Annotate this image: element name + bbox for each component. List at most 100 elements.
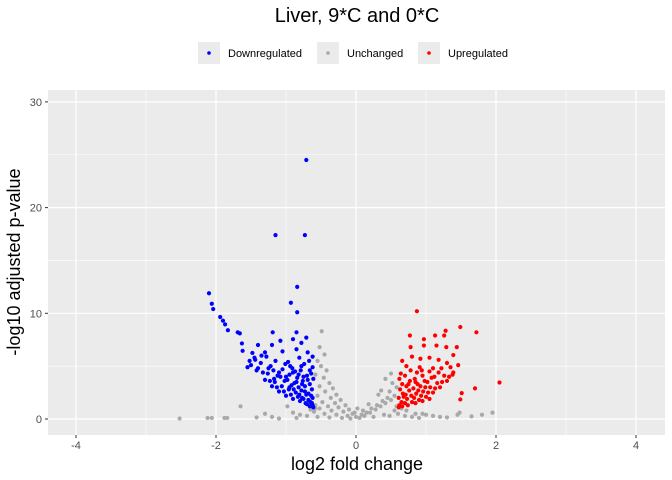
point-unchanged (380, 398, 385, 404)
point-upregulated (436, 370, 441, 375)
point-downregulated (250, 350, 255, 356)
point-upregulated (451, 352, 456, 358)
point-upregulated (398, 387, 403, 392)
legend-item-unchanged: Unchanged (317, 42, 403, 64)
point-upregulated (401, 394, 406, 399)
point-upregulated (406, 382, 411, 387)
point-unchanged (327, 415, 332, 420)
point-unchanged (319, 329, 324, 334)
point-unchanged (392, 393, 397, 398)
point-unchanged (334, 392, 339, 397)
point-upregulated (414, 309, 419, 314)
point-downregulated (299, 340, 304, 345)
grid (48, 90, 665, 435)
point-downregulated (304, 392, 309, 397)
y-axis-label: -log10 adjusted p-value (4, 168, 24, 355)
point-unchanged (318, 364, 324, 369)
point-downregulated (309, 393, 314, 398)
legend-label: Unchanged (347, 48, 403, 60)
point-upregulated (416, 388, 421, 393)
point-downregulated (272, 379, 277, 385)
point-downregulated (288, 300, 293, 305)
point-upregulated (435, 380, 440, 386)
point-upregulated (421, 389, 426, 394)
point-downregulated (304, 373, 310, 378)
point-upregulated (423, 394, 429, 399)
point-downregulated (294, 379, 299, 385)
point-unchanged (313, 372, 318, 377)
point-upregulated (414, 370, 419, 375)
point-upregulated (419, 368, 424, 373)
legend: Downregulated Unchanged Upregulated (198, 42, 508, 64)
point-downregulated (276, 389, 282, 394)
point-upregulated (426, 390, 431, 395)
point-downregulated (299, 364, 304, 369)
point-unchanged (317, 406, 322, 411)
point-downregulated (223, 322, 228, 327)
x-tick-label: 2 (493, 440, 499, 452)
point-downregulated (275, 373, 280, 378)
point-upregulated (442, 333, 447, 338)
point-downregulated (247, 358, 252, 363)
point-upregulated (437, 385, 443, 390)
point-downregulated (288, 364, 293, 369)
point-unchanged (330, 386, 335, 391)
point-unchanged (373, 407, 378, 412)
point-downregulated (296, 372, 301, 377)
point-unchanged (345, 413, 350, 418)
point-upregulated (430, 366, 436, 371)
point-unchanged (315, 358, 320, 363)
point-unchanged (409, 414, 415, 419)
point-unchanged (366, 402, 371, 407)
point-upregulated (474, 330, 479, 335)
point-downregulated (269, 342, 275, 348)
point-upregulated (433, 333, 438, 338)
point-unchanged (479, 412, 485, 417)
point-upregulated (396, 395, 401, 400)
point-downregulated (309, 387, 314, 392)
point-upregulated (458, 324, 463, 330)
point-downregulated (278, 338, 283, 343)
point-downregulated (305, 350, 310, 355)
point-upregulated (399, 399, 404, 405)
point-upregulated (428, 385, 433, 390)
point-downregulated (290, 396, 296, 402)
point-downregulated (262, 377, 268, 382)
point-downregulated (302, 232, 307, 238)
point-unchanged (323, 389, 328, 394)
point-downregulated (295, 375, 300, 380)
point-unchanged (381, 412, 387, 417)
y-tick-label: 30 (30, 97, 42, 109)
point-downregulated (304, 335, 309, 340)
point-downregulated (299, 388, 304, 393)
axes: -4 -2 0 2 4 0 10 20 30 (30, 97, 639, 452)
point-downregulated (310, 354, 315, 359)
point-unchanged (254, 415, 259, 420)
point-unchanged (338, 397, 343, 403)
point-upregulated (409, 393, 414, 398)
point-downregulated (248, 362, 254, 368)
point-downregulated (264, 354, 269, 359)
point-downregulated (209, 301, 214, 306)
point-unchanged (457, 410, 462, 415)
point-downregulated (287, 385, 292, 390)
point-upregulated (434, 343, 439, 348)
point-downregulated (282, 378, 287, 384)
point-downregulated (260, 370, 265, 375)
point-unchanged (360, 408, 366, 413)
point-unchanged (334, 412, 339, 417)
point-unchanged (369, 406, 374, 411)
point-unchanged (317, 384, 322, 389)
point-upregulated (400, 382, 405, 387)
point-upregulated (416, 397, 422, 403)
point-unchanged (346, 407, 352, 412)
point-downregulated (309, 401, 314, 406)
y-tick-label: 20 (30, 203, 42, 215)
point-downregulated (294, 347, 299, 352)
point-unchanged (294, 415, 299, 421)
point-downregulated (297, 355, 302, 360)
point-downregulated (300, 382, 305, 387)
point-unchanged (355, 406, 360, 411)
point-downregulated (283, 374, 289, 379)
point-unchanged (329, 408, 334, 413)
